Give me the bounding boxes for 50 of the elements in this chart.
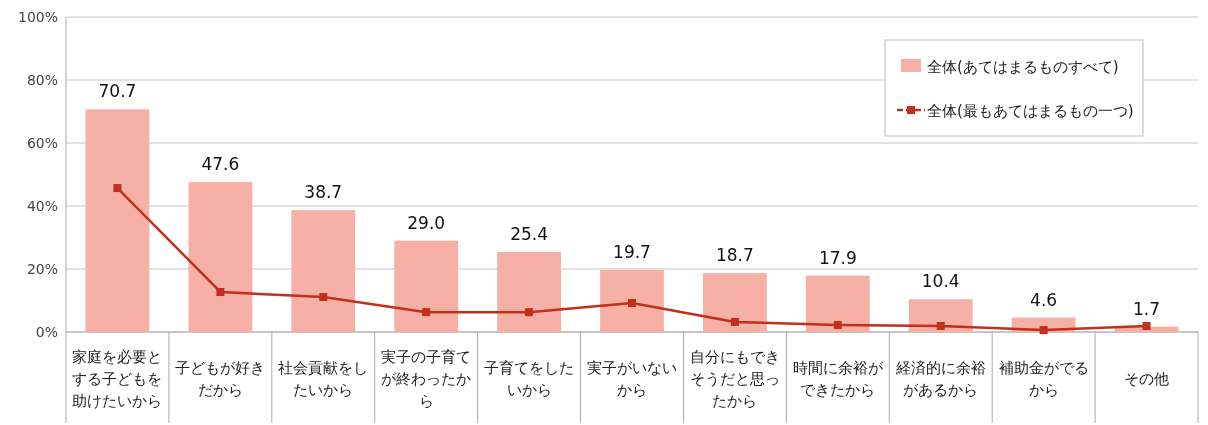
data-label: 47.6 (201, 154, 240, 175)
x-tick-label: 家庭を必要とする子どもを助けたいから (71, 346, 164, 412)
x-tick-label: 経済的に余裕があるから (894, 357, 987, 401)
point (936, 322, 945, 331)
x-tick-label: 時間に余裕ができたから (791, 357, 884, 401)
data-label: 17.9 (818, 247, 857, 268)
y-tick-label: 0% (35, 324, 58, 340)
point (525, 308, 534, 317)
bar (805, 275, 870, 332)
legend-label: 全体(最もあてはまるもの一つ) (927, 102, 1134, 120)
data-label: 18.7 (715, 245, 754, 266)
point (628, 299, 636, 308)
point (422, 308, 431, 317)
y-tick-label: 60% (26, 135, 58, 151)
bar (908, 299, 973, 332)
point (833, 321, 842, 330)
data-label: 19.7 (613, 241, 651, 262)
bar (394, 240, 459, 332)
x-tick-label: その他 (1124, 368, 1170, 390)
bar (85, 109, 150, 332)
point (319, 293, 328, 302)
data-label: 4.6 (1030, 289, 1058, 310)
y-tick-label: 100% (17, 9, 58, 25)
data-label: 10.4 (921, 271, 960, 292)
point (1039, 326, 1048, 335)
x-tick-label: 補助金がでるから (997, 357, 1090, 401)
data-label: 29.0 (407, 212, 446, 233)
data-label: 25.4 (510, 223, 549, 244)
point (216, 288, 225, 296)
data-label: 1.7 (1133, 298, 1161, 319)
data-label: 38.7 (304, 182, 343, 203)
data-label: 70.7 (98, 81, 137, 102)
y-tick-label: 20% (26, 261, 58, 277)
point (113, 184, 122, 193)
bar (600, 269, 664, 332)
bar (188, 182, 253, 332)
x-tick-label: 実子がいないから (586, 357, 678, 401)
x-tick-label: 社会貢献をしたいから (277, 357, 370, 401)
point (1142, 322, 1151, 331)
x-tick-label: 子育てをしたいから (483, 357, 576, 401)
bar (291, 210, 356, 332)
y-tick-label: 80% (26, 72, 58, 88)
legend-label: 全体(あてはまるものすべて) (927, 58, 1119, 76)
x-tick-label: 子どもが好きだから (174, 357, 267, 401)
bar (703, 273, 767, 332)
bar (497, 251, 561, 332)
x-tick-label: 実子の子育てが終わったから (380, 346, 473, 412)
x-tick-label: 自分にもできそうだと思ったから (688, 346, 781, 412)
y-tick-label: 40% (26, 198, 58, 214)
point (730, 317, 739, 326)
